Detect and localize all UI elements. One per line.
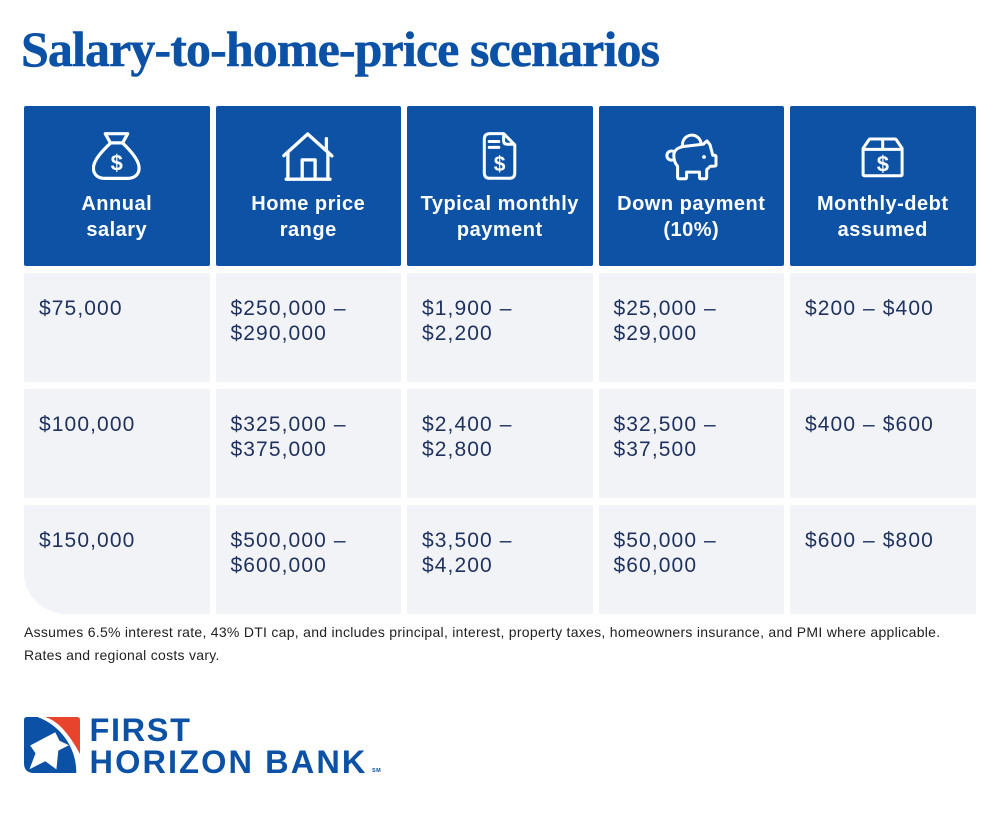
svg-text:$: $ [877, 151, 889, 176]
svg-text:$: $ [494, 153, 506, 176]
svg-text:$: $ [110, 151, 122, 176]
